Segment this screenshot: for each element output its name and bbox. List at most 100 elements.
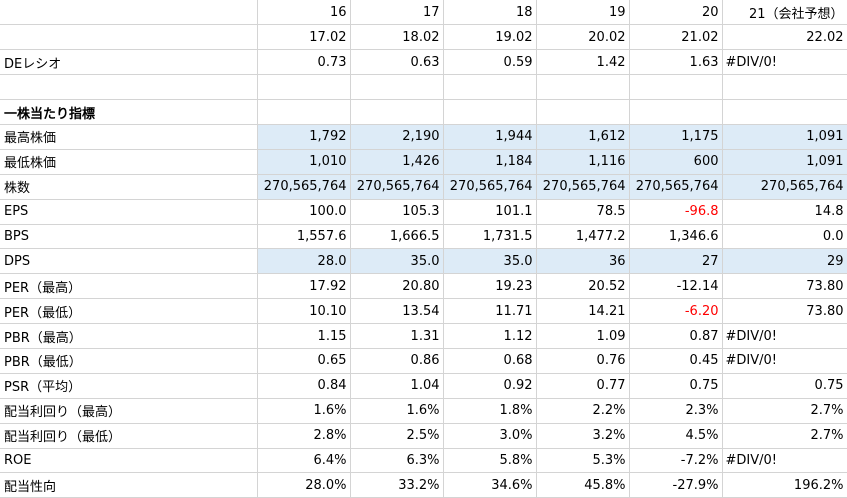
sheet-cell[interactable]: 1,612 <box>536 124 630 150</box>
row-label-cell[interactable]: ROE <box>0 448 258 474</box>
sheet-cell[interactable]: 1.04 <box>350 373 444 399</box>
sheet-cell[interactable]: -6.20 <box>629 298 723 325</box>
row-label-cell[interactable]: DEレシオ <box>0 49 258 76</box>
sheet-cell[interactable]: 0.75 <box>722 373 847 399</box>
sheet-cell[interactable]: 270,565,764 <box>629 174 723 200</box>
row-label-cell[interactable]: PBR（最高） <box>0 323 258 349</box>
row-label-cell[interactable] <box>0 0 258 26</box>
sheet-cell[interactable]: 20 <box>629 0 723 26</box>
sheet-cell[interactable]: 2,190 <box>350 124 444 150</box>
sheet-cell[interactable]: 17.92 <box>257 273 351 300</box>
sheet-cell[interactable]: 28.0 <box>257 248 351 275</box>
sheet-cell[interactable]: 1.15 <box>257 323 351 349</box>
sheet-cell[interactable]: 1,346.6 <box>629 224 723 250</box>
row-label-cell[interactable]: PER（最低） <box>0 298 258 325</box>
sheet-cell[interactable]: 34.6% <box>443 472 537 498</box>
sheet-cell[interactable]: 196.2% <box>722 472 847 498</box>
sheet-cell[interactable]: 600 <box>629 149 723 175</box>
sheet-cell[interactable]: 33.2% <box>350 472 444 498</box>
sheet-cell[interactable]: 101.1 <box>443 199 537 225</box>
row-label-cell[interactable]: EPS <box>0 199 258 225</box>
sheet-cell[interactable]: 1,426 <box>350 149 444 175</box>
sheet-cell[interactable]: 2.7% <box>722 398 847 424</box>
sheet-cell[interactable] <box>443 99 537 125</box>
sheet-cell[interactable]: 100.0 <box>257 199 351 225</box>
sheet-cell[interactable]: 270,565,764 <box>722 174 847 200</box>
sheet-cell[interactable]: 19.23 <box>443 273 537 300</box>
row-label-cell[interactable]: 配当性向 <box>0 472 258 498</box>
sheet-cell[interactable]: 0.76 <box>536 348 630 374</box>
sheet-cell[interactable]: 1.8% <box>443 398 537 424</box>
sheet-cell[interactable]: 5.3% <box>536 448 630 474</box>
row-label-cell[interactable] <box>0 24 258 51</box>
row-label-cell[interactable]: 最高株価 <box>0 124 258 150</box>
sheet-cell[interactable]: 0.87 <box>629 323 723 349</box>
sheet-cell[interactable]: 14.8 <box>722 199 847 225</box>
sheet-cell[interactable] <box>536 99 630 125</box>
sheet-cell[interactable]: 270,565,764 <box>536 174 630 200</box>
sheet-cell[interactable]: 5.8% <box>443 448 537 474</box>
row-label-cell[interactable]: 株数 <box>0 174 258 200</box>
sheet-cell[interactable] <box>629 99 723 125</box>
sheet-cell[interactable]: 0.73 <box>257 49 351 76</box>
sheet-cell[interactable]: -96.8 <box>629 199 723 225</box>
sheet-cell[interactable]: 2.8% <box>257 423 351 449</box>
sheet-cell[interactable] <box>629 74 723 101</box>
row-label-cell[interactable]: BPS <box>0 224 258 250</box>
sheet-cell[interactable]: 1,731.5 <box>443 224 537 250</box>
sheet-cell[interactable]: 16 <box>257 0 351 26</box>
sheet-cell[interactable]: 270,565,764 <box>350 174 444 200</box>
row-label-cell[interactable]: DPS <box>0 248 258 275</box>
sheet-cell[interactable]: 1,557.6 <box>257 224 351 250</box>
sheet-cell[interactable]: 1.31 <box>350 323 444 349</box>
sheet-cell[interactable]: 10.10 <box>257 298 351 325</box>
sheet-cell[interactable]: 45.8% <box>536 472 630 498</box>
sheet-cell[interactable]: 1.63 <box>629 49 723 76</box>
sheet-cell[interactable]: 0.63 <box>350 49 444 76</box>
sheet-cell[interactable]: 2.5% <box>350 423 444 449</box>
sheet-cell[interactable]: 0.59 <box>443 49 537 76</box>
sheet-cell[interactable]: 1,091 <box>722 149 847 175</box>
row-label-cell[interactable]: 一株当たり指標 <box>0 99 258 125</box>
sheet-cell[interactable]: 1.6% <box>350 398 444 424</box>
sheet-cell[interactable]: -12.14 <box>629 273 723 300</box>
sheet-cell[interactable]: #DIV/0! <box>722 49 847 76</box>
sheet-cell[interactable]: 19.02 <box>443 24 537 51</box>
sheet-cell[interactable] <box>257 74 351 101</box>
sheet-cell[interactable]: #DIV/0! <box>722 448 847 474</box>
sheet-cell[interactable]: 0.65 <box>257 348 351 374</box>
sheet-cell[interactable]: 0.75 <box>629 373 723 399</box>
sheet-cell[interactable] <box>536 74 630 101</box>
sheet-cell[interactable] <box>350 74 444 101</box>
sheet-cell[interactable]: 0.68 <box>443 348 537 374</box>
sheet-cell[interactable]: 1.12 <box>443 323 537 349</box>
sheet-cell[interactable]: 6.4% <box>257 448 351 474</box>
sheet-cell[interactable]: 1,477.2 <box>536 224 630 250</box>
sheet-cell[interactable]: 2.3% <box>629 398 723 424</box>
sheet-cell[interactable]: 0.0 <box>722 224 847 250</box>
sheet-cell[interactable]: 1.42 <box>536 49 630 76</box>
sheet-cell[interactable]: 17 <box>350 0 444 26</box>
sheet-cell[interactable] <box>443 74 537 101</box>
row-label-cell[interactable]: 配当利回り（最低） <box>0 423 258 449</box>
sheet-cell[interactable]: 21.02 <box>629 24 723 51</box>
sheet-cell[interactable]: 21（会社予想） <box>722 0 847 26</box>
sheet-cell[interactable]: 0.84 <box>257 373 351 399</box>
sheet-cell[interactable]: -27.9% <box>629 472 723 498</box>
sheet-cell[interactable]: 3.2% <box>536 423 630 449</box>
row-label-cell[interactable]: PER（最高） <box>0 273 258 300</box>
sheet-cell[interactable]: 6.3% <box>350 448 444 474</box>
sheet-cell[interactable]: 13.54 <box>350 298 444 325</box>
sheet-cell[interactable]: 1.09 <box>536 323 630 349</box>
sheet-cell[interactable]: 20.52 <box>536 273 630 300</box>
row-label-cell[interactable] <box>0 74 258 101</box>
sheet-cell[interactable]: #DIV/0! <box>722 323 847 349</box>
sheet-cell[interactable]: 0.77 <box>536 373 630 399</box>
sheet-cell[interactable]: 35.0 <box>443 248 537 275</box>
sheet-cell[interactable]: 35.0 <box>350 248 444 275</box>
sheet-cell[interactable]: 11.71 <box>443 298 537 325</box>
sheet-cell[interactable]: 78.5 <box>536 199 630 225</box>
sheet-cell[interactable]: 1,175 <box>629 124 723 150</box>
sheet-cell[interactable] <box>350 99 444 125</box>
sheet-cell[interactable]: 105.3 <box>350 199 444 225</box>
